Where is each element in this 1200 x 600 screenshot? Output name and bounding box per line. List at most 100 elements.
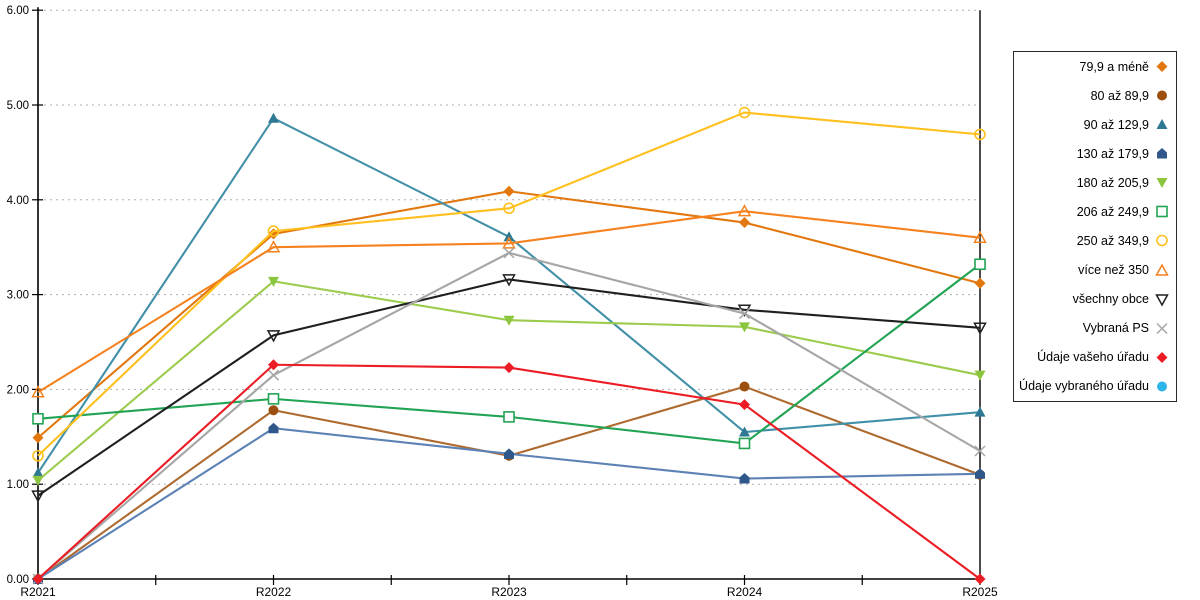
legend-item-5[interactable]: 180 až 205,9 xyxy=(1014,168,1176,197)
triangle-down-open-legend-icon xyxy=(1155,293,1169,307)
y-axis-label: 5.00 xyxy=(7,100,29,112)
data-point-marker xyxy=(268,112,279,123)
data-point-marker xyxy=(267,369,280,381)
legend-label: Údaje vybraného úřadu xyxy=(1019,379,1149,394)
data-point-marker xyxy=(504,448,514,459)
legend-item-3[interactable]: 90 až 129,9 xyxy=(1014,110,1176,139)
triangle-down-filled-legend-icon xyxy=(1156,178,1168,189)
y-axis-label: 1.00 xyxy=(7,479,29,491)
series-4 xyxy=(33,422,985,584)
data-point-marker xyxy=(267,225,280,237)
data-point-marker xyxy=(503,185,515,197)
series-7 xyxy=(32,106,986,462)
y-axis-label: 0.00 xyxy=(7,574,29,586)
legend-item-8[interactable]: více než 350 xyxy=(1014,256,1176,285)
data-point-marker xyxy=(267,393,280,405)
data-point-marker xyxy=(739,217,750,229)
data-point-marker xyxy=(739,473,750,484)
legend-label: Vybraná PS xyxy=(1082,321,1149,336)
data-point-marker xyxy=(503,247,515,259)
legend-label: 90 až 129,9 xyxy=(1083,117,1149,132)
y-axis-label: 2.00 xyxy=(7,384,29,396)
legend-label: 250 až 349,9 xyxy=(1076,233,1149,248)
legend-label: Údaje vašeho úřadu xyxy=(1037,350,1149,365)
chart-legend: 79,9 a méně 80 až 89,9 90 až 129,9 130 až 1… xyxy=(1013,51,1177,402)
circle-filled-legend-icon xyxy=(1157,90,1167,101)
data-point-marker xyxy=(974,128,986,141)
data-point-marker xyxy=(973,322,987,335)
data-point-marker xyxy=(503,362,515,374)
data-point-marker xyxy=(975,468,985,479)
data-point-marker xyxy=(738,308,751,320)
x-axis-label: R2021 xyxy=(20,585,56,599)
series-line xyxy=(37,190,981,439)
series-6 xyxy=(32,258,986,450)
legend-item-9[interactable]: všechny obce xyxy=(1014,285,1176,314)
data-point-marker xyxy=(31,490,45,503)
x-axis-label: R2022 xyxy=(256,585,292,599)
data-point-marker xyxy=(1156,235,1168,247)
legend-item-11[interactable]: Údaje vašeho úřadu xyxy=(1014,343,1176,372)
data-point-marker xyxy=(32,432,44,444)
data-point-marker xyxy=(266,330,281,343)
circle-filled-legend-icon xyxy=(1157,381,1167,392)
legend-label: 80 až 89,9 xyxy=(1090,88,1149,103)
series-11 xyxy=(32,359,986,585)
series-9 xyxy=(31,274,987,503)
data-point-marker xyxy=(974,406,986,417)
data-point-marker xyxy=(1156,322,1168,334)
legend-label: 130 až 179,9 xyxy=(1076,146,1149,161)
data-point-marker xyxy=(1156,178,1168,189)
data-point-marker xyxy=(32,573,44,585)
legend-item-7[interactable]: 250 až 349,9 xyxy=(1014,226,1176,255)
legend-item-4[interactable]: 130 až 179,9 xyxy=(1014,139,1176,168)
data-point-marker xyxy=(32,412,44,425)
x-axis-label: R2025 xyxy=(962,585,998,599)
legend-item-6[interactable]: 206 až 249,9 xyxy=(1014,197,1176,226)
legend-item-12[interactable]: Údaje vybraného úřadu xyxy=(1014,372,1176,401)
x-axis-label: R2024 xyxy=(727,585,763,599)
diamond-filled-legend-icon xyxy=(1156,61,1168,73)
series-8 xyxy=(31,204,987,398)
data-point-marker xyxy=(1156,61,1168,73)
y-axis-label: 3.00 xyxy=(7,290,29,302)
data-point-marker xyxy=(738,106,751,119)
data-point-marker xyxy=(974,277,986,289)
pentagon-filled-legend-icon xyxy=(1157,148,1167,159)
data-point-marker xyxy=(1157,381,1167,392)
data-point-marker xyxy=(266,240,281,253)
legend-label: všechny obce xyxy=(1072,292,1149,307)
data-point-marker xyxy=(1156,119,1168,130)
legend-label: 180 až 205,9 xyxy=(1076,175,1149,190)
y-axis-label: 4.00 xyxy=(7,195,29,207)
data-point-marker xyxy=(32,475,44,486)
legend-item-2[interactable]: 80 až 89,9 xyxy=(1014,81,1176,110)
data-point-marker xyxy=(974,370,986,381)
series-line xyxy=(37,278,981,497)
data-point-marker xyxy=(502,236,516,249)
data-point-marker xyxy=(738,437,751,450)
series-line xyxy=(37,363,981,580)
data-point-marker xyxy=(739,399,750,411)
data-point-marker xyxy=(31,385,45,398)
circle-open-legend-icon xyxy=(1156,235,1168,247)
legend-item-1[interactable]: 79,9 a méně xyxy=(1014,52,1176,81)
data-point-marker xyxy=(739,322,750,333)
data-point-marker xyxy=(1155,262,1169,276)
legend-label: více než 350 xyxy=(1078,263,1149,277)
triangle-up-open-legend-icon xyxy=(1155,262,1169,276)
data-point-marker xyxy=(268,405,279,416)
data-point-marker xyxy=(1156,351,1168,363)
data-point-marker xyxy=(739,426,750,437)
data-point-marker xyxy=(739,381,750,392)
data-point-marker xyxy=(1156,206,1168,218)
data-point-marker xyxy=(503,231,515,242)
x-axis-label: R2023 xyxy=(491,585,527,599)
legend-label: 206 až 249,9 xyxy=(1076,204,1149,219)
series-1 xyxy=(32,185,986,444)
legend-item-10[interactable]: Vybraná PS xyxy=(1014,314,1176,343)
data-point-marker xyxy=(1155,293,1169,307)
data-point-marker xyxy=(973,230,987,243)
